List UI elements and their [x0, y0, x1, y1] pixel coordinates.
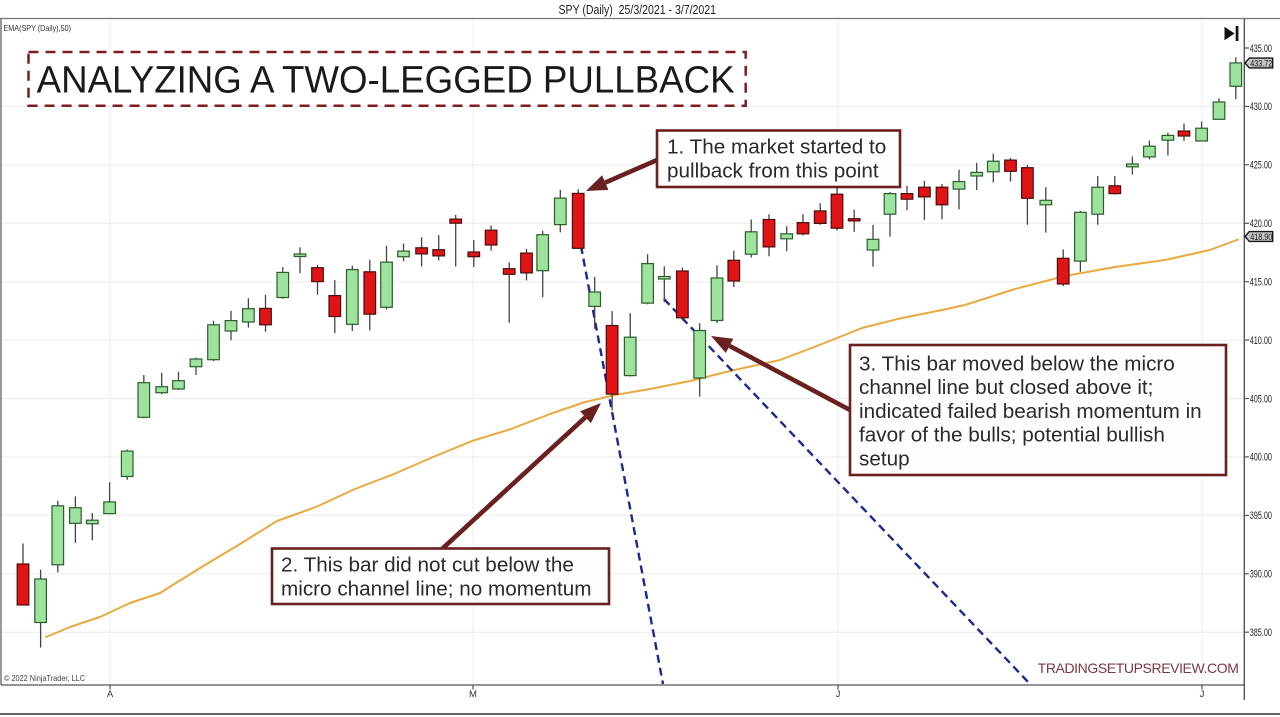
svg-text:indicated failed bearish momen: indicated failed bearish momentum in [859, 400, 1202, 423]
svg-text:420.00: 420.00 [1250, 218, 1272, 230]
svg-text:M: M [469, 689, 477, 700]
svg-text:430.00: 430.00 [1250, 101, 1272, 113]
svg-text:pullback from this point: pullback from this point [667, 160, 879, 183]
svg-text:435.00: 435.00 [1250, 43, 1272, 55]
svg-text:418.90: 418.90 [1250, 232, 1272, 242]
svg-text:410.00: 410.00 [1250, 335, 1272, 347]
svg-text:channel line but closed above: channel line but closed above it; [859, 376, 1153, 399]
svg-text:© 2022 NinjaTrader, LLC: © 2022 NinjaTrader, LLC [4, 674, 85, 683]
svg-text:1. The market started to: 1. The market started to [667, 136, 886, 159]
svg-text:J: J [1200, 689, 1205, 700]
svg-text:405.00: 405.00 [1250, 393, 1272, 405]
svg-text:micro channel line; no momentu: micro channel line; no momentum [281, 578, 591, 601]
svg-text:TRADINGSETUPSREVIEW.COM: TRADINGSETUPSREVIEW.COM [1038, 660, 1239, 676]
svg-text:385.00: 385.00 [1250, 627, 1272, 639]
svg-text:2. This bar did not cut below: 2. This bar did not cut below the [281, 554, 574, 577]
svg-text:setup: setup [859, 447, 910, 470]
svg-text:425.00: 425.00 [1250, 160, 1272, 172]
svg-text:ANALYZING A TWO-LEGGED PULLBAC: ANALYZING A TWO-LEGGED PULLBACK [37, 60, 735, 102]
svg-text:390.00: 390.00 [1250, 569, 1272, 581]
svg-text:EMA(SPY (Daily),50): EMA(SPY (Daily),50) [4, 24, 72, 33]
svg-text:J: J [836, 689, 841, 700]
svg-text:3. This bar moved below the mi: 3. This bar moved below the micro [859, 353, 1175, 376]
svg-text:433.72: 433.72 [1250, 58, 1272, 68]
svg-text:395.00: 395.00 [1250, 510, 1272, 522]
svg-text:400.00: 400.00 [1250, 452, 1272, 464]
svg-text:favor of the bulls; potential: favor of the bulls; potential bullish [859, 424, 1165, 447]
svg-text:415.00: 415.00 [1250, 277, 1272, 289]
svg-text:SPY (Daily) 25/3/2021 - 3/7/2: SPY (Daily) 25/3/2021 - 3/7/2021 [559, 2, 717, 17]
svg-text:A: A [107, 689, 114, 700]
